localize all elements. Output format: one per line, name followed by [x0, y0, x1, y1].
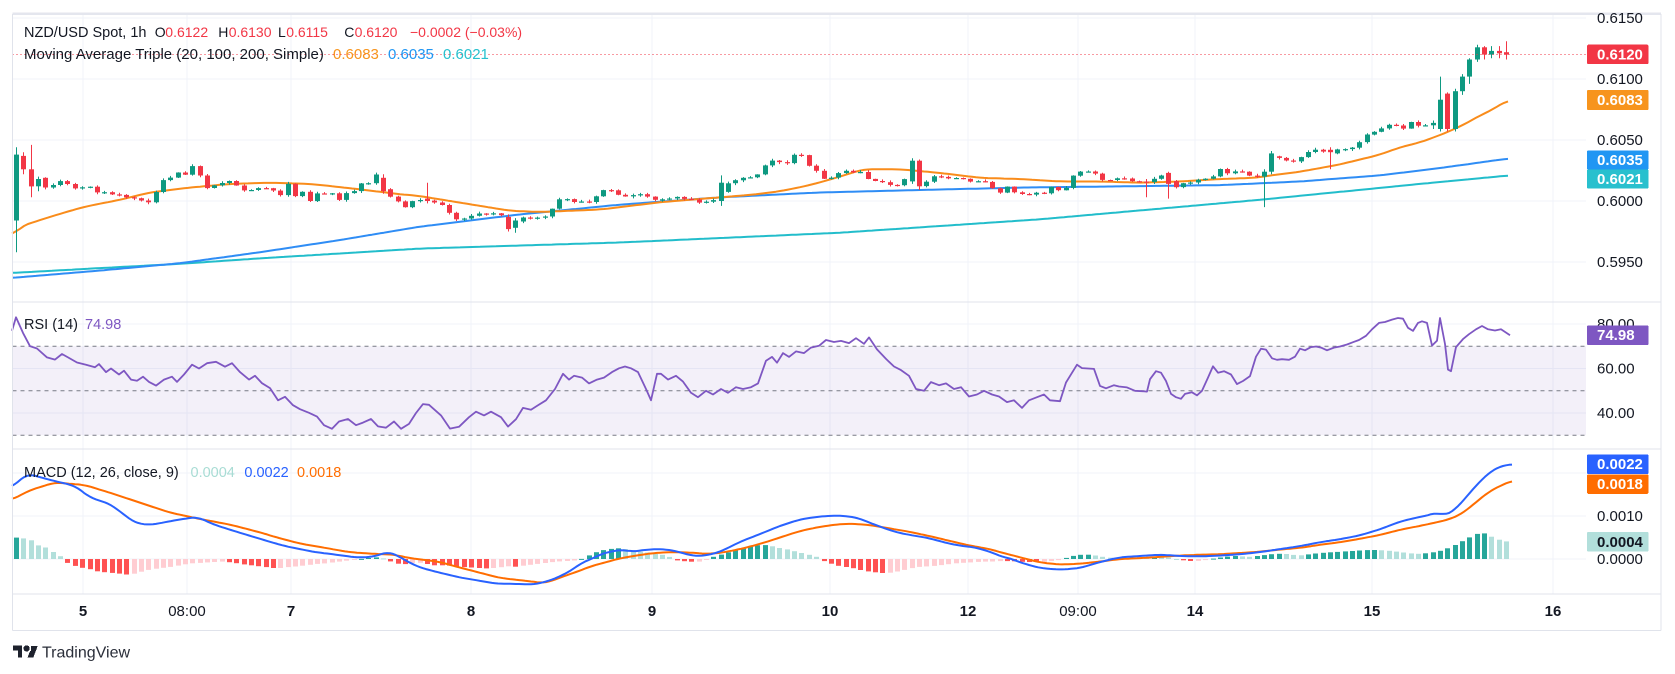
- svg-text:0.6083: 0.6083: [1597, 92, 1643, 109]
- svg-text:0.6000: 0.6000: [1597, 193, 1643, 210]
- svg-text:NZD/USD Spot, 1h: NZD/USD Spot, 1h: [24, 25, 147, 41]
- svg-text:0.0010: 0.0010: [1597, 508, 1643, 525]
- svg-text:0.6035: 0.6035: [1597, 152, 1643, 169]
- svg-text:0.6083: 0.6083: [333, 46, 379, 63]
- svg-text:Moving Average Triple (20, 100: Moving Average Triple (20, 100, 200, Sim…: [24, 46, 324, 63]
- svg-text:12: 12: [960, 603, 977, 620]
- svg-text:60.00: 60.00: [1597, 361, 1635, 378]
- svg-text:0.0022: 0.0022: [1597, 456, 1643, 473]
- svg-text:0.6021: 0.6021: [1597, 171, 1643, 188]
- svg-text:08:00: 08:00: [168, 603, 206, 620]
- svg-text:0.6100: 0.6100: [1597, 71, 1643, 88]
- svg-text:09:00: 09:00: [1059, 603, 1097, 620]
- svg-text:TradingView: TradingView: [42, 645, 130, 662]
- svg-text:0.6150: 0.6150: [1597, 10, 1643, 27]
- svg-text:15: 15: [1364, 603, 1381, 620]
- svg-text:0.6021: 0.6021: [443, 46, 489, 63]
- svg-text:0.6050: 0.6050: [1597, 132, 1643, 149]
- svg-text:7: 7: [287, 603, 295, 620]
- svg-text:0.0022: 0.0022: [244, 465, 288, 481]
- svg-text:0.0000: 0.0000: [1597, 551, 1643, 568]
- svg-text:16: 16: [1545, 603, 1562, 620]
- svg-text:14: 14: [1187, 603, 1204, 620]
- svg-text:74.98: 74.98: [85, 317, 121, 333]
- svg-text:0.0004: 0.0004: [1597, 534, 1644, 551]
- svg-text:74.98: 74.98: [1597, 327, 1635, 344]
- svg-text:10: 10: [822, 603, 839, 620]
- svg-text:0.5950: 0.5950: [1597, 254, 1643, 271]
- svg-text:0.6120: 0.6120: [1597, 47, 1643, 64]
- svg-text:RSI (14): RSI (14): [24, 317, 78, 333]
- svg-text:0.6035: 0.6035: [388, 46, 434, 63]
- svg-text:0.0018: 0.0018: [297, 465, 341, 481]
- svg-text:40.00: 40.00: [1597, 405, 1635, 422]
- svg-text:0.0018: 0.0018: [1597, 476, 1643, 493]
- svg-text:8: 8: [467, 603, 475, 620]
- svg-text:5: 5: [79, 603, 87, 620]
- svg-text:0.0004: 0.0004: [191, 465, 235, 481]
- svg-text:9: 9: [648, 603, 656, 620]
- svg-text:MACD (12, 26, close, 9): MACD (12, 26, close, 9): [24, 465, 179, 481]
